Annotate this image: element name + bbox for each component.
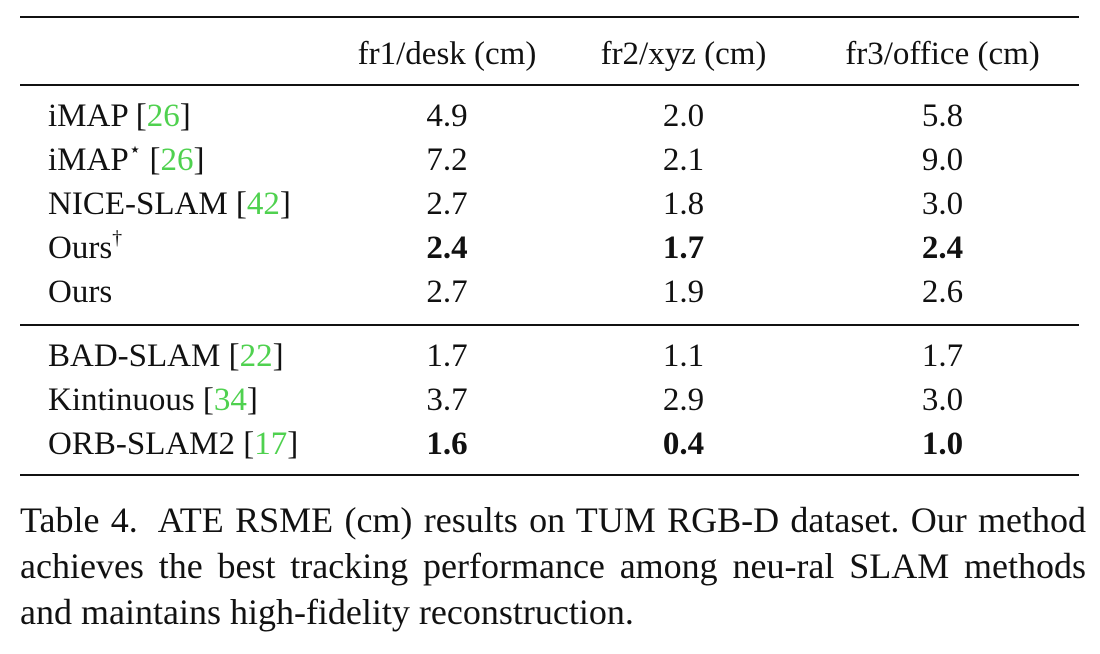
citation-link[interactable]: 42 [246, 186, 280, 222]
method-superscript: ⋆ [128, 139, 142, 161]
citation-bracket: ] [287, 426, 299, 462]
value-cell: 1.9 [662, 274, 705, 310]
value-cell: 2.0 [662, 98, 705, 134]
table-row: ORB-SLAM2 [17] 1.6 0.4 1.0 [20, 422, 1079, 475]
citation-bracket: ] [193, 142, 205, 178]
value-cell: 7.2 [426, 142, 468, 178]
value-cell: 3.0 [921, 382, 964, 418]
method-cell: Ours† [20, 226, 333, 270]
value-cell: 1.7 [426, 338, 468, 374]
table-row: Ours 2.7 1.9 2.6 [20, 270, 1079, 325]
method-name: iMAP [48, 142, 129, 178]
method-name: BAD-SLAM [ [48, 338, 240, 374]
value-cell: 9.0 [921, 142, 964, 178]
citation-link[interactable]: 22 [239, 338, 273, 374]
caption-label: Table 4. [20, 500, 138, 540]
value-cell: 3.7 [426, 382, 468, 418]
method-cell: iMAP [26] [20, 85, 333, 138]
table-header-row: fr1/desk (cm) fr2/xyz (cm) fr3/office (c… [20, 17, 1079, 85]
method-cell: Ours [20, 270, 333, 325]
caption-text: ATE RSME (cm) results on TUM RGB-D datas… [20, 500, 1087, 632]
table-group-classical: BAD-SLAM [22] 1.7 1.1 1.7 Kintinuous [34… [20, 325, 1079, 475]
table-row: BAD-SLAM [22] 1.7 1.1 1.7 [20, 325, 1079, 378]
results-table: fr1/desk (cm) fr2/xyz (cm) fr3/office (c… [20, 16, 1079, 476]
value-cell: 2.1 [662, 142, 705, 178]
value-cell-best: 1.7 [662, 230, 705, 266]
value-cell: 5.8 [921, 98, 964, 134]
header-fr3-office: fr3/office (cm) [845, 36, 1040, 72]
table-row: iMAP⋆ [26] 7.2 2.1 9.0 [20, 138, 1079, 182]
header-fr2-xyz: fr2/xyz (cm) [600, 36, 767, 72]
citation-bracket: ] [246, 382, 258, 418]
value-cell: 1.7 [921, 338, 964, 374]
results-table-container: fr1/desk (cm) fr2/xyz (cm) fr3/office (c… [20, 16, 1079, 476]
citation-bracket: ] [272, 338, 284, 374]
citation-link[interactable]: 26 [160, 142, 194, 178]
method-name: ORB-SLAM2 [ [48, 426, 255, 462]
table-row: iMAP [26] 4.9 2.0 5.8 [20, 85, 1079, 138]
value-cell-best: 0.4 [662, 426, 705, 462]
value-cell-best: 1.0 [921, 426, 964, 462]
value-cell: 1.8 [662, 186, 705, 222]
table-row: Kintinuous [34] 3.7 2.9 3.0 [20, 378, 1079, 422]
citation-bracket: ] [279, 186, 291, 222]
method-name: NICE-SLAM [ [48, 186, 247, 222]
value-cell: 2.6 [921, 274, 964, 310]
table-group-neural: iMAP [26] 4.9 2.0 5.8 iMAP⋆ [26] 7.2 2.1… [20, 85, 1079, 325]
value-cell: 2.7 [426, 186, 468, 222]
value-cell: 2.9 [662, 382, 705, 418]
citation-link[interactable]: 34 [213, 382, 247, 418]
citation-link[interactable]: 26 [146, 98, 180, 134]
method-cell: iMAP⋆ [26] [48, 139, 205, 178]
value-cell: 2.7 [426, 274, 468, 310]
header-fr1-desk: fr1/desk (cm) [357, 36, 537, 72]
citation-bracket: ] [179, 98, 191, 134]
method-name: Kintinuous [ [48, 382, 214, 418]
method-cell: BAD-SLAM [22] [20, 325, 333, 378]
method-superscript: † [112, 227, 123, 249]
value-cell: 3.0 [921, 186, 964, 222]
table-row: Ours† 2.4 1.7 2.4 [20, 226, 1079, 270]
method-name: Ours [48, 274, 113, 310]
table-row: NICE-SLAM [42] 2.7 1.8 3.0 [20, 182, 1079, 226]
method-cell: Kintinuous [34] [20, 378, 333, 422]
value-cell-best: 2.4 [426, 230, 468, 266]
value-cell-best: 1.6 [426, 426, 468, 462]
value-cell: 1.1 [662, 338, 705, 374]
method-name: iMAP [ [48, 98, 147, 134]
table-caption: Table 4. ATE RSME (cm) results on TUM RGB… [20, 497, 1086, 635]
citation-link[interactable]: 17 [254, 426, 288, 462]
method-cell: NICE-SLAM [42] [20, 182, 333, 226]
value-cell-best: 2.4 [921, 230, 964, 266]
method-cell: ORB-SLAM2 [17] [20, 422, 333, 475]
method-name: Ours [48, 230, 113, 266]
value-cell: 4.9 [426, 98, 468, 134]
header-method [20, 17, 333, 85]
